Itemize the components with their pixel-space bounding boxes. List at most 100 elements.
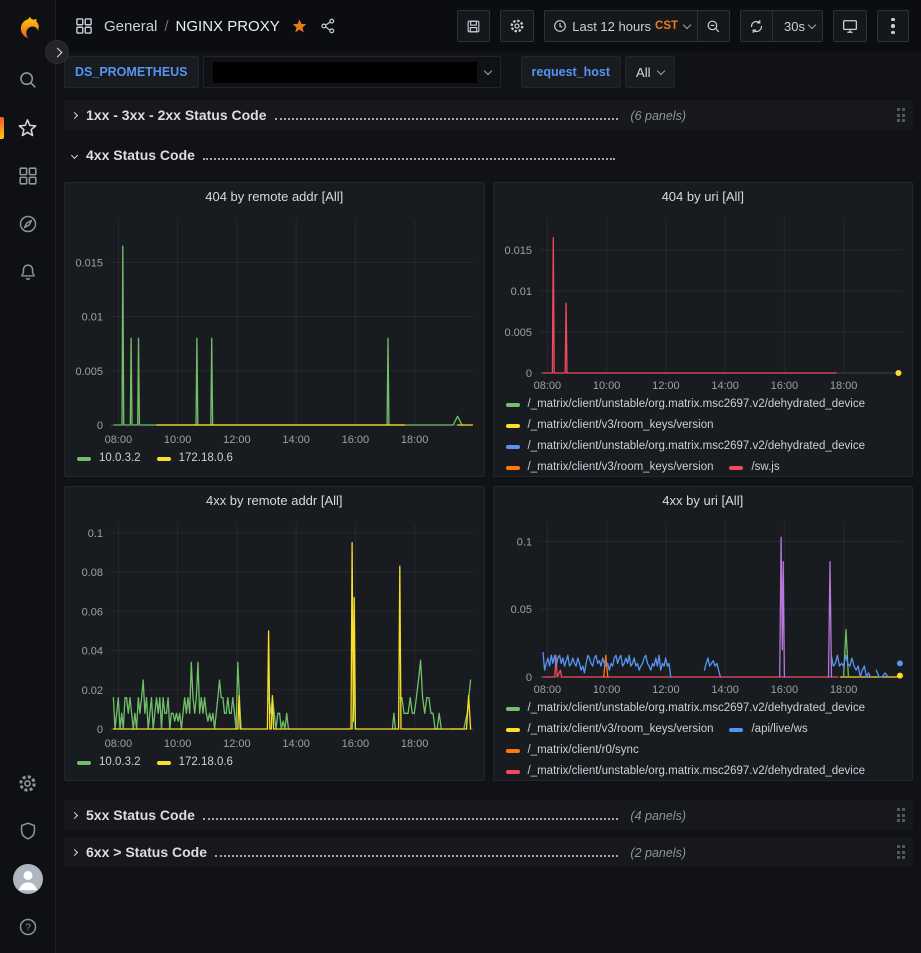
panel-title: 4xx by uri [All] [662,492,744,508]
breadcrumb-text: General / NGINX PROXY [104,18,280,35]
row-dotted-leader [215,854,619,857]
row-drag-handle[interactable] [896,808,905,822]
sidebar-item-configuration[interactable] [0,759,55,807]
legend-item[interactable]: /_matrix/client/v3/room_keys/version [505,418,713,433]
main-area: General / NGINX PROXY [56,0,921,953]
kiosk-mode-button[interactable] [834,11,866,41]
legend-item[interactable]: /_matrix/client/unstable/org.matrix.msc2… [505,439,865,454]
gear-icon [510,19,524,33]
panel-title-menu[interactable]: 404 by remote addr [All] [65,183,484,209]
legend-item[interactable]: /api/live/ws [729,722,808,737]
sidebar-item-help[interactable]: ? [0,903,55,951]
share-icon[interactable] [319,17,337,35]
panel-title: 404 by uri [All] [661,188,744,204]
apps-grid-icon[interactable] [74,16,94,36]
panel-title-menu[interactable]: 4xx by uri [All] [494,487,913,513]
legend-item[interactable]: /_matrix/client/v3/room_keys/version [505,722,714,737]
dashboard-settings-button[interactable] [501,11,533,41]
zoom-out-button[interactable] [697,11,729,41]
svg-text:08:00: 08:00 [105,738,133,750]
svg-text:12:00: 12:00 [652,380,680,392]
legend-item[interactable]: 10.0.3.2 [77,755,141,770]
legend-item[interactable]: 10.0.3.2 [77,451,141,466]
chart-404-by-remote-addr[interactable]: 0 0.005 0.01 0.015 08:00 10:00 12:00 14:00 16:00… [65,209,484,449]
request-host-variable-label[interactable]: request_host [520,56,622,88]
save-dashboard-button[interactable] [458,11,489,41]
svg-text:18:00: 18:00 [401,434,429,446]
chart-404-by-uri[interactable]: 0 0.005 0.01 0.015 08:00 10:00 12:00 14:00 16:00… [494,209,913,395]
legend-item[interactable]: /_matrix/client/r0/sync [505,743,639,758]
chart-4xx-by-uri[interactable]: 0 0.05 0.1 08:00 10:00 12:00 14:00 16:00 18:00 [494,513,913,699]
request-host-variable-select[interactable]: All [625,56,676,88]
sidebar-item-explore[interactable] [0,200,55,248]
chevron-right-icon [52,47,62,57]
datasource-variable-label[interactable]: DS_PROMETHEUS [64,56,199,88]
svg-text:10:00: 10:00 [592,684,620,696]
row-header-4xx[interactable]: 4xx Status Code [64,140,913,170]
row-panel-count: (2 panels) [630,845,686,860]
grafana-logo[interactable] [0,0,55,56]
legend-item[interactable]: /sw.js [729,460,780,475]
row-header-5xx[interactable]: 5xx Status Code (4 panels) [64,800,913,830]
help-icon: ? [19,918,36,936]
svg-text:18:00: 18:00 [829,380,857,392]
panel-title-menu[interactable]: 404 by uri [All] [494,183,913,209]
active-indicator [0,117,4,139]
svg-text:10:00: 10:00 [164,434,192,446]
svg-text:0.1: 0.1 [88,528,103,540]
row-drag-handle[interactable] [896,108,905,122]
row-header-1xx-3xx-2xx[interactable]: 1xx - 3xx - 2xx Status Code (6 panels) [64,100,913,130]
sidebar-expand-button[interactable] [45,40,69,64]
panel-404-by-uri: 404 by uri [All] 0 0.005 0.01 0.015 08:00 10:… [492,182,913,477]
dashboard-body: 1xx - 3xx - 2xx Status Code (6 panels) 4… [56,92,921,953]
row-title: 6xx > Status Code [86,843,207,860]
legend-swatch [77,456,91,461]
time-range-picker[interactable]: Last 12 hours CST [545,11,697,41]
gear-icon [19,774,36,792]
zoom-out-icon [707,20,720,32]
sidebar-item-dashboards[interactable] [0,152,55,200]
favorite-star-icon[interactable] [290,17,309,36]
svg-text:0.015: 0.015 [75,257,103,269]
legend-label: /_matrix/client/v3/room_keys/version [527,723,714,735]
legend-item[interactable]: /_matrix/client/unstable/org.matrix.msc2… [505,397,865,412]
variables-bar: DS_PROMETHEUS request_host All [56,52,921,92]
sidebar-item-starred[interactable] [0,104,55,152]
legend-swatch [505,748,520,753]
legend-item[interactable]: 172.18.0.6 [156,755,233,770]
panel-title: 404 by remote addr [All] [205,188,344,204]
sidebar-item-alerting[interactable] [0,248,55,296]
svg-text:0.015: 0.015 [504,245,532,257]
legend-swatch [156,456,171,461]
panel-legend: 10.0.3.2 172.18.0.6 [65,753,484,780]
bell-icon [20,264,35,280]
more-options-button[interactable] [878,11,908,41]
sidebar-item-search[interactable] [0,56,55,104]
breadcrumb-separator: / [164,17,169,35]
legend-item[interactable]: /_matrix/client/unstable/org.matrix.msc2… [505,764,865,779]
row-drag-handle[interactable] [896,845,905,859]
legend-item[interactable]: 172.18.0.6 [156,451,233,466]
legend-item[interactable]: /_matrix/client/unstable/org.matrix.msc2… [505,701,865,716]
legend-swatch [505,727,520,732]
legend-swatch [505,444,520,449]
svg-text:08:00: 08:00 [533,684,561,696]
datasource-variable-select[interactable] [202,56,501,88]
save-button-group [457,10,491,42]
refresh-button[interactable] [741,11,772,41]
panel-4xx-by-remote-addr: 4xx by remote addr [All] 0 0.02 0.04 0.06 0.… [64,486,485,781]
refresh-interval-dropdown[interactable]: 30s [772,11,822,41]
sidebar-item-profile[interactable] [0,855,55,903]
compass-icon [19,215,36,233]
legend-item[interactable]: /_matrix/client/v3/room_keys/version [505,460,713,475]
breadcrumb-folder[interactable]: General [104,17,158,35]
panel-title-menu[interactable]: 4xx by remote addr [All] [65,487,484,513]
sidebar-item-server-admin[interactable] [0,807,55,855]
timezone-label: CST [655,20,679,32]
chart-4xx-by-remote-addr[interactable]: 0 0.02 0.04 0.06 0.08 0.1 08:00 10:00 12:00 14:00… [65,513,484,753]
row-header-6xx[interactable]: 6xx > Status Code (2 panels) [64,837,913,867]
svg-text:12:00: 12:00 [223,738,251,750]
row-title: 4xx Status Code [86,146,195,163]
svg-text:0.005: 0.005 [75,366,103,378]
